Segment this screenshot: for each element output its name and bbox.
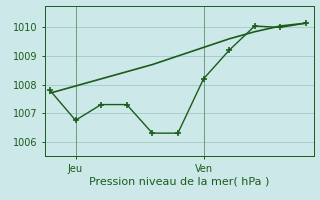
X-axis label: Pression niveau de la mer( hPa ): Pression niveau de la mer( hPa ) bbox=[89, 176, 269, 186]
